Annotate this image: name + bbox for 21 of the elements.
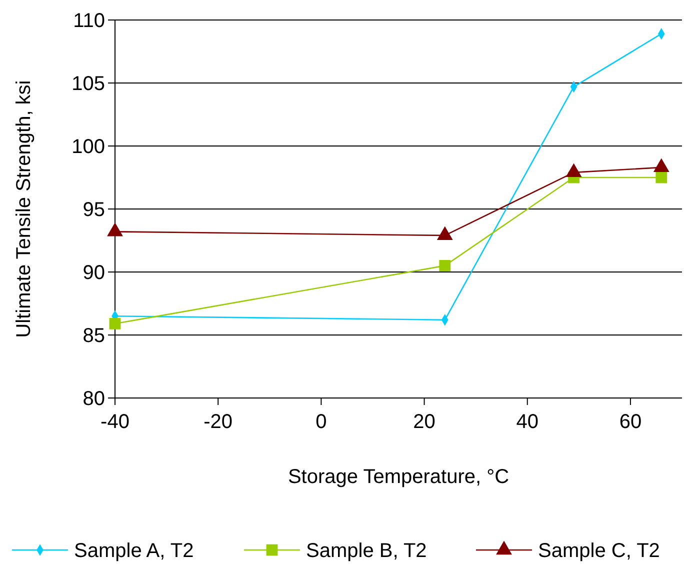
y-axis-title: Ultimate Tensile Strength, ksi [13, 80, 35, 338]
y-tick-label: 80 [82, 388, 105, 410]
legend-label: Sample A, T2 [74, 540, 194, 562]
y-tick-label: 105 [72, 73, 105, 95]
x-tick-label: 0 [316, 411, 327, 433]
point [656, 172, 668, 184]
point [439, 260, 451, 272]
legend-label: Sample C, T2 [538, 540, 660, 562]
x-axis-title: Storage Temperature, °C [288, 466, 510, 488]
y-tick-label: 85 [82, 325, 105, 347]
y-tick-label: 110 [73, 10, 105, 32]
y-tick-label: 90 [82, 262, 105, 284]
y-tick-label: 95 [82, 199, 105, 221]
legend-label: Sample B, T2 [306, 540, 427, 562]
y-tick-label: 100 [72, 136, 105, 158]
point [109, 318, 121, 330]
x-tick-label: -40 [100, 411, 130, 433]
x-tick-label: 40 [516, 411, 538, 433]
x-tick-label: 60 [619, 411, 642, 433]
x-tick-label: 20 [413, 411, 436, 433]
x-tick-label: -20 [204, 411, 233, 433]
